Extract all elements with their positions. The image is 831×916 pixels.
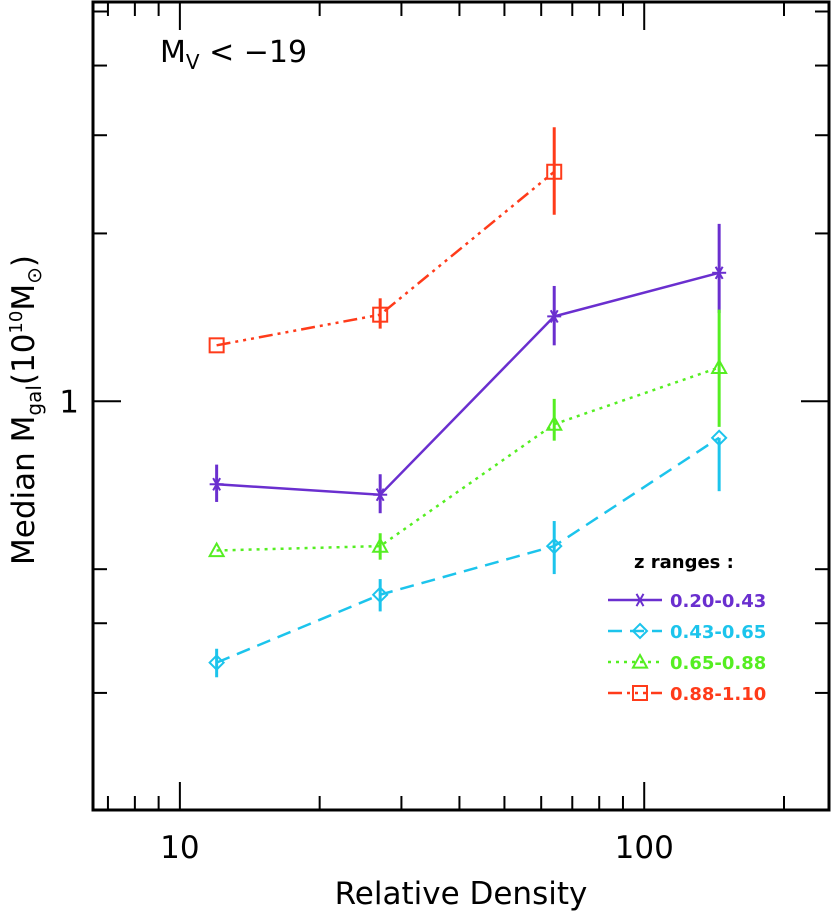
series-diamond xyxy=(208,429,728,678)
y-axis-title-d: ) xyxy=(6,255,42,267)
square-marker xyxy=(372,306,389,323)
plot-frame xyxy=(91,0,831,812)
annotation-rest: < −19 xyxy=(200,35,308,70)
series-asterisk xyxy=(209,223,727,514)
y-axis-title-sub: gal xyxy=(22,385,46,416)
series-line xyxy=(216,366,720,552)
asterisk-marker xyxy=(547,309,562,323)
asterisk-marker xyxy=(373,488,388,502)
legend-item: 0.43-0.65 xyxy=(608,622,766,643)
triangle-marker xyxy=(710,358,728,375)
square-marker xyxy=(632,685,648,701)
series-square xyxy=(208,127,563,354)
square-marker xyxy=(208,337,225,354)
diamond-marker xyxy=(710,429,728,447)
triangle-marker xyxy=(545,415,563,431)
y-axis-title-c: M xyxy=(6,284,42,311)
legend-label: 0.88-1.10 xyxy=(670,684,766,705)
series-line xyxy=(216,436,720,664)
asterisk-marker xyxy=(633,593,647,607)
asterisk-marker xyxy=(712,266,727,280)
legend-item: 0.20-0.43 xyxy=(608,591,766,612)
triangle-marker xyxy=(631,652,649,669)
y-axis-title: Median Mgal(1010M⊙) xyxy=(6,255,46,565)
series-layer xyxy=(207,127,728,678)
x-tick-label: 100 xyxy=(615,830,674,866)
legend-label: 0.65-0.88 xyxy=(670,653,766,674)
annotation: MV < −19 xyxy=(160,35,307,74)
square-marker xyxy=(546,163,563,180)
diamond-marker xyxy=(371,586,389,604)
series-line xyxy=(216,271,720,496)
y-axis-title-sup: 10 xyxy=(6,311,27,334)
annotation-sub: V xyxy=(186,50,200,74)
legend-label: 0.20-0.43 xyxy=(670,591,766,612)
triangle-marker xyxy=(207,541,226,558)
diamond-marker xyxy=(208,654,226,672)
legend-item: 0.88-1.10 xyxy=(608,684,766,705)
y-axis-title-a: Median M xyxy=(6,416,42,565)
x-tick-label: 10 xyxy=(160,830,199,866)
diamond-marker xyxy=(631,622,649,640)
y-tick-label: 1 xyxy=(59,384,79,420)
legend-item: 0.65-0.88 xyxy=(608,652,766,674)
tick-labels: 10 100 1 xyxy=(59,384,674,866)
legend-title: z ranges : xyxy=(634,552,734,573)
legend: z ranges : 0.20-0.43 0.43-0.65 0.65-0.88 0.… xyxy=(608,552,766,705)
x-axis-title: Relative Density xyxy=(335,876,588,912)
y-axis-title-b: (10 xyxy=(6,334,42,386)
series-triangle xyxy=(207,309,728,560)
diamond-marker xyxy=(545,537,563,555)
legend-label: 0.43-0.65 xyxy=(670,622,766,643)
annotation-main: M xyxy=(160,35,186,70)
triangle-marker xyxy=(371,537,389,553)
y-axis-title-sun: ⊙ xyxy=(22,267,46,284)
asterisk-marker xyxy=(209,477,224,491)
axis-ticks xyxy=(93,2,829,810)
series-line xyxy=(216,170,555,347)
